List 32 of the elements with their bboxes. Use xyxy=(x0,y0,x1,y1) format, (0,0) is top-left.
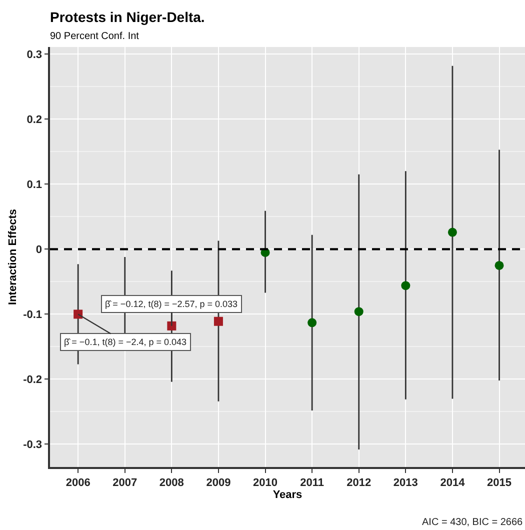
point xyxy=(448,228,457,237)
chart-title: Protests in Niger-Delta. xyxy=(50,9,205,25)
y-tick-label: -0.2 xyxy=(23,374,42,386)
point xyxy=(74,310,83,319)
y-tick-label: 0.3 xyxy=(26,49,42,61)
x-tick-label: 2013 xyxy=(393,476,418,489)
point xyxy=(401,281,410,290)
point xyxy=(167,321,176,330)
x-tick-label: 2012 xyxy=(346,476,372,489)
chart-subtitle: 90 Percent Conf. Int xyxy=(50,31,140,42)
annotation: β̂ = −0.1, t(8) = −2.4, p = 0.043 xyxy=(64,337,187,347)
point xyxy=(214,316,223,326)
y-tick-label: -0.1 xyxy=(23,309,42,322)
x-tick-label: 2009 xyxy=(206,476,231,489)
y-axis-title: Interaction Effects xyxy=(7,209,20,305)
y-tick-label: -0.3 xyxy=(23,439,42,452)
x-tick-label: 2015 xyxy=(487,476,512,489)
text: AIC = 430, BIC = 2666 xyxy=(422,517,524,528)
x-tick-label: 2008 xyxy=(159,476,184,489)
x-axis-title: Years xyxy=(272,488,302,501)
y-tick-label: 0.2 xyxy=(26,114,42,126)
point xyxy=(354,307,364,316)
point xyxy=(494,260,504,270)
point xyxy=(308,318,317,328)
x-tick-label: 2006 xyxy=(66,476,90,489)
x-tick-label: 2011 xyxy=(300,476,324,489)
y-tick-label: 0.1 xyxy=(26,179,42,192)
x-tick-label: 2014 xyxy=(440,476,466,489)
x-tick-label: 2007 xyxy=(112,476,138,489)
annotation: β̂ = −0.12, t(8) = −2.57, p = 0.033 xyxy=(105,299,238,309)
y-tick-label: 0 xyxy=(36,244,42,256)
x-tick-label: 2010 xyxy=(253,476,278,489)
